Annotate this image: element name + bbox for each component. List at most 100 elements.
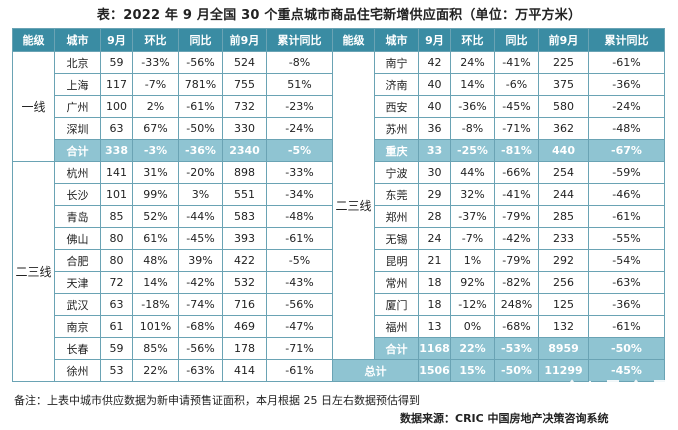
data-cell: -56% [178,337,223,360]
data-cell: 重庆 [374,139,419,162]
data-cell: 244 [538,183,589,206]
column-header: 累计同比 [266,28,333,52]
data-cell: 无锡 [374,227,419,250]
data-cell: 深圳 [54,117,101,140]
data-cell: 40 [418,95,451,118]
column-header: 同比 [494,28,539,52]
data-cell: 233 [538,227,589,250]
data-source: 数据来源：CRIC 中国房地产决策咨询系统 [400,412,609,425]
data-cell: -25% [450,139,495,162]
data-cell: -43% [266,271,333,294]
subtotal-cell: -53% [494,337,539,360]
data-cell: -8% [266,51,333,74]
table-title: 表：2022 年 9 月全国 30 个重点城市商品住宅新增供应面积（单位：万平方… [96,8,582,23]
data-cell: 3% [178,183,223,206]
data-cell: -36% [588,293,665,316]
data-cell: 59 [100,51,133,74]
table-row: 广州 100 2% -61% 732 -23% 西安 40 -36% -45% 580 -24% [13,95,665,118]
data-cell: -47% [266,315,333,338]
data-cell: -36% [588,73,665,96]
subtotal-cell: 1168 [418,337,451,360]
data-cell: 郑州 [374,205,419,228]
data-cell: 469 [222,315,267,338]
data-cell: 天津 [54,271,101,294]
data-cell: 14% [450,73,495,96]
data-cell: 22% [132,359,179,382]
table-row: 长春 59 85% -56% 178 -71% 合计 1168 22% -53% 8959 -50% [13,337,665,360]
data-cell: -50% [178,117,223,140]
table-row: 上海 117 -7% 781% 755 51% 济南 40 14% -6% 375 -36% [13,73,665,96]
data-cell: -20% [178,161,223,184]
table-row: 合计 338 -3% -36% 2340 -5% 重庆 33 -25% -81% 440 -67% [13,139,665,162]
data-cell: -44% [178,205,223,228]
data-cell: -61% [178,95,223,118]
data-cell: 48% [132,249,179,272]
data-cell: -63% [588,271,665,294]
data-cell: -61% [588,51,665,74]
data-cell: 2% [132,95,179,118]
column-header: 前9月 [538,28,589,52]
data-cell: -61% [588,315,665,338]
data-cell: 580 [538,95,589,118]
data-cell: 716 [222,293,267,316]
data-cell: 苏州 [374,117,419,140]
data-cell: 72 [100,271,133,294]
data-cell: 80 [100,227,133,250]
data-cell: -37% [450,205,495,228]
column-header: 同比 [178,28,223,52]
subtotal-cell: 合计 [54,139,101,162]
data-cell: 长沙 [54,183,101,206]
data-cell: -55% [588,227,665,250]
data-cell: -41% [494,183,539,206]
subtotal-cell: 2340 [222,139,267,162]
data-cell: 广州 [54,95,101,118]
data-cell: 393 [222,227,267,250]
data-cell: 32% [450,183,495,206]
subtotal-cell: 22% [450,337,495,360]
data-cell: 30 [418,161,451,184]
data-cell: -42% [178,271,223,294]
data-cell: 28 [418,205,451,228]
table-body: 一线 北京 59 -33% -56% 524 -8% 二三线 南宁 42 24% -41% 225 -61… [12,51,665,382]
data-cell: -82% [494,271,539,294]
data-cell: -7% [450,227,495,250]
data-cell: 昆明 [374,249,419,272]
data-cell: 551 [222,183,267,206]
data-cell: -48% [588,117,665,140]
data-cell: -68% [494,315,539,338]
tier-label-tier1: 一线 [12,51,55,162]
data-cell: 13 [418,315,451,338]
data-cell: 92% [450,271,495,294]
data-cell: 佛山 [54,227,101,250]
data-cell: 330 [222,117,267,140]
grand-total-cell: 1506 [418,359,451,382]
data-cell: -5% [266,249,333,272]
data-cell: -71% [266,337,333,360]
data-cell: 40 [418,73,451,96]
data-cell: 济南 [374,73,419,96]
data-cell: 125 [538,293,589,316]
data-cell: 422 [222,249,267,272]
data-cell: 375 [538,73,589,96]
data-cell: -79% [494,205,539,228]
data-cell: -42% [494,227,539,250]
data-cell: 36 [418,117,451,140]
data-cell: 101% [132,315,179,338]
column-header: 9月 [100,28,133,52]
data-cell: -45% [494,95,539,118]
data-cell: 西安 [374,95,419,118]
data-cell: -6% [494,73,539,96]
data-cell: 117 [100,73,133,96]
data-cell: 福州 [374,315,419,338]
data-cell: -71% [494,117,539,140]
data-cell: -41% [494,51,539,74]
data-cell: 898 [222,161,267,184]
data-cell: 52% [132,205,179,228]
data-cell: -24% [266,117,333,140]
data-cell: 东莞 [374,183,419,206]
data-cell: 徐州 [54,359,101,382]
data-cell: -7% [132,73,179,96]
data-cell: 524 [222,51,267,74]
data-cell: 18 [418,293,451,316]
data-cell: 732 [222,95,267,118]
